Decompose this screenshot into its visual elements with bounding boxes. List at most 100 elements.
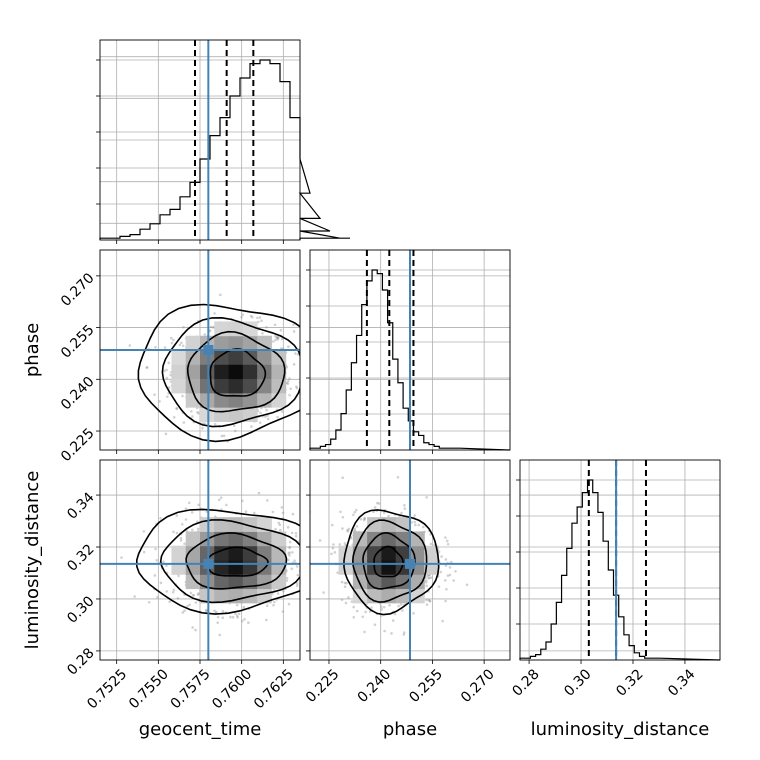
sample-point: [443, 579, 447, 582]
truth-marker: [203, 345, 214, 355]
sample-point: [291, 551, 294, 554]
y-tick-label: 0.34: [64, 489, 97, 522]
sample-point: [154, 547, 157, 551]
sample-point: [240, 316, 243, 319]
sample-point: [364, 610, 367, 614]
sample-point: [276, 337, 280, 341]
sample-point: [191, 415, 194, 418]
y-tick-label: 0.270: [58, 270, 98, 310]
contour-level: [351, 519, 428, 603]
sample-point: [292, 323, 295, 326]
sample-point: [445, 587, 448, 591]
sample-point: [280, 506, 284, 509]
sample-point: [428, 599, 431, 603]
hist-step-phase: [309, 269, 511, 451]
hist-step-luminosity_distance: [519, 479, 721, 661]
contour-level: [185, 532, 288, 590]
sample-point: [288, 554, 291, 557]
sample-point: [183, 542, 186, 546]
density-cell: [381, 517, 397, 532]
sample-point: [439, 570, 443, 574]
x-tick-label: 0.240: [355, 666, 395, 706]
sample-point: [265, 408, 269, 412]
sample-point: [163, 346, 167, 349]
sample-point: [280, 337, 284, 341]
x-tick-label: 0.32: [613, 666, 646, 699]
sample-point: [203, 422, 207, 425]
sample-point: [209, 325, 213, 329]
sample-point: [258, 316, 262, 319]
sample-point: [288, 377, 291, 380]
sample-point: [417, 523, 421, 527]
sample-point: [256, 320, 260, 324]
sample-point: [302, 363, 305, 366]
contour-level: [161, 316, 300, 428]
y-axis-title-phase: phase: [22, 323, 43, 377]
sample-point: [120, 556, 123, 559]
sample-point: [287, 379, 290, 383]
sample-point: [343, 585, 347, 588]
sample-point: [222, 434, 226, 438]
sample-point: [290, 567, 294, 571]
sample-point: [317, 566, 320, 569]
sample-point: [276, 592, 280, 595]
sample-point: [444, 536, 447, 539]
density-cell: [185, 364, 201, 380]
sample-point: [425, 603, 429, 606]
contour-level: [186, 330, 286, 413]
sample-point: [295, 385, 298, 388]
sample-point: [377, 502, 381, 505]
sample-point: [332, 543, 335, 546]
sample-point: [279, 328, 283, 332]
sample-point: [213, 609, 216, 613]
density-cell: [171, 560, 187, 575]
sample-point: [235, 603, 239, 607]
contour-level: [136, 508, 300, 615]
x-tick-label: 0.7625: [251, 666, 297, 712]
sample-point: [380, 608, 384, 611]
density-cell: [424, 545, 440, 561]
contour-level: [209, 348, 267, 397]
sample-point: [183, 609, 186, 613]
sample-point: [428, 600, 432, 603]
sample-point: [338, 543, 342, 546]
contour-level: [159, 519, 300, 604]
x-axis-title-phase: phase: [383, 719, 437, 740]
sample-point: [294, 352, 297, 355]
sample-point: [208, 329, 212, 332]
sample-point: [274, 334, 277, 338]
sample-point: [295, 565, 299, 568]
density-cell: [185, 392, 201, 408]
sample-point: [187, 501, 191, 505]
sample-point: [165, 368, 168, 372]
sample-point: [265, 604, 269, 607]
sample-point: [241, 313, 245, 316]
sample-point: [388, 603, 391, 607]
truth-marker: [405, 558, 415, 569]
sample-point: [165, 376, 169, 380]
sample-point: [221, 609, 225, 613]
sample-point: [276, 335, 280, 339]
sample-point: [282, 589, 285, 593]
sample-point: [339, 510, 342, 514]
x-tick-label: 0.7550: [126, 666, 172, 712]
density-cell: [185, 545, 201, 561]
sample-point: [427, 598, 431, 602]
sample-point: [170, 341, 174, 345]
density-cell: [242, 392, 258, 408]
density-cell: [242, 364, 258, 380]
sample-point: [216, 615, 220, 619]
density-cell: [185, 350, 201, 365]
sample-point: [370, 606, 373, 609]
sample-point: [444, 564, 448, 567]
sample-point: [181, 394, 184, 398]
sample-point: [217, 498, 221, 502]
sample-point: [153, 393, 156, 396]
sample-point: [231, 615, 235, 619]
sample-point: [281, 610, 285, 613]
density-cell: [410, 574, 425, 590]
sample-point: [159, 581, 163, 585]
sample-point: [177, 574, 180, 578]
sample-point: [444, 558, 448, 561]
